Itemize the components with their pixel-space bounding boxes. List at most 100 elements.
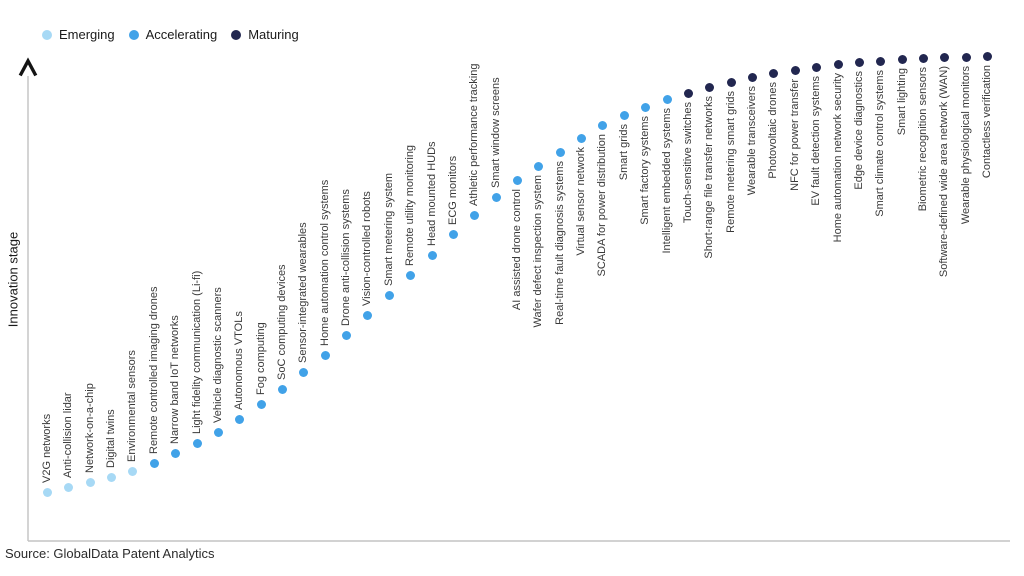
data-point (533, 161, 543, 171)
data-point-label: Edge device diagnostics (852, 71, 865, 190)
data-point (833, 59, 843, 69)
legend-dot-icon (231, 29, 242, 40)
data-point-label: Smart metering system (382, 172, 395, 286)
data-point-label: Virtual sensor network (574, 147, 587, 256)
data-point (854, 57, 864, 67)
data-point (918, 53, 928, 63)
data-point-label: NFC for power transfer (788, 79, 801, 191)
data-point (85, 477, 95, 487)
data-point-label: Head mounted HUDs (425, 141, 438, 246)
y-axis-arrow-icon (18, 57, 38, 77)
data-point-label: SCADA for power distribution (595, 134, 608, 277)
data-point (768, 68, 778, 78)
data-point-label: Vehicle diagnostic scanners (211, 287, 224, 423)
legend-item-label: Emerging (59, 27, 115, 42)
data-point (747, 72, 757, 82)
data-point (790, 65, 800, 75)
data-point-label: SoC computing devices (275, 264, 288, 380)
data-point (597, 120, 607, 130)
data-point-label: V2G networks (40, 413, 53, 483)
data-point (277, 384, 287, 394)
legend-item-label: Accelerating (145, 27, 218, 42)
data-point-label: ECG monitors (446, 155, 459, 225)
data-point (683, 88, 693, 98)
data-point-label: Biometric recognition sensors (916, 67, 929, 212)
legend-dot-icon (42, 29, 52, 40)
data-point-label: Touch-sensitive switches (681, 102, 694, 224)
data-point (341, 330, 351, 340)
data-point (149, 458, 159, 468)
data-point (170, 448, 180, 458)
data-point (469, 210, 479, 220)
data-point (405, 270, 415, 280)
data-point (811, 62, 821, 72)
data-point-label: Fog computing (254, 322, 267, 395)
data-point (448, 229, 458, 239)
data-point (106, 472, 116, 482)
data-point (619, 110, 629, 120)
data-point-label: AI assisted drone control (510, 189, 523, 311)
data-point-label: Autonomous VTOLs (232, 311, 245, 410)
data-point-label: Wearable transceivers (745, 86, 758, 196)
data-point (961, 52, 971, 62)
data-point (384, 290, 394, 300)
data-point-label: Light fidelity communication (Li-fi) (190, 270, 203, 434)
data-point-label: Environmental sensors (125, 350, 138, 462)
data-point (427, 250, 437, 260)
data-point-label: Photovoltaic drones (766, 82, 779, 179)
legend-item-emerging: Emerging (42, 27, 115, 42)
data-point (127, 466, 137, 476)
data-point-label: Home automation network security (831, 73, 844, 243)
data-point (63, 482, 73, 492)
data-point-label: Intelligent embedded systems (660, 108, 673, 254)
data-point-label: Remote metering smart grids (724, 91, 737, 233)
data-point (704, 82, 714, 92)
data-point (192, 438, 202, 448)
data-point (640, 102, 650, 112)
data-point-label: Wearable physiological monitors (959, 66, 972, 225)
data-point-label: Smart climate control systems (873, 70, 886, 217)
legend-item-label: Maturing (248, 27, 299, 42)
data-point-label: Smart grids (617, 124, 630, 181)
data-point (491, 192, 501, 202)
source-note: Source: GlobalData Patent Analytics (5, 546, 215, 561)
legend-item-accelerating: Accelerating (128, 27, 218, 42)
data-point-label: Vision-controlled robots (360, 191, 373, 306)
data-point (512, 175, 522, 185)
legend: Emerging Accelerating Maturing (42, 27, 299, 42)
legend-dot-icon (128, 29, 139, 40)
data-point-label: Smart factory systems (638, 116, 651, 225)
data-point-label: Remote utility monitoring (403, 144, 416, 266)
legend-item-maturing: Maturing (231, 27, 299, 42)
data-point (726, 77, 736, 87)
data-point (576, 133, 586, 143)
data-point-label: Sensor-integrated wearables (296, 222, 309, 363)
data-point-label: Contactless verification (980, 65, 993, 179)
data-point-label: Smart lighting (895, 68, 908, 136)
data-point (234, 414, 244, 424)
data-point-label: Short-range file transfer networks (702, 96, 715, 259)
data-point (662, 94, 672, 104)
data-point (982, 51, 992, 61)
data-point-label: EV fault detection systems (809, 76, 822, 206)
data-point-label: Wafer defect inspection system (531, 175, 544, 328)
data-point (875, 56, 885, 66)
data-point-label: Network-on-a-chip (83, 383, 96, 473)
data-point-label: Smart window screens (489, 77, 502, 188)
data-point-label: Drone anti-collision systems (339, 189, 352, 326)
data-point (555, 147, 565, 157)
data-point-label: Remote controlled imaging drones (147, 286, 160, 454)
data-point (213, 427, 223, 437)
data-point (42, 487, 52, 497)
data-point-label: Home automation control systems (318, 179, 331, 346)
data-point-label: Software-defined wide area network (WAN) (937, 66, 950, 278)
data-point-label: Digital twins (104, 409, 117, 468)
data-point (256, 399, 266, 409)
data-point (320, 350, 330, 360)
data-point (362, 310, 372, 320)
data-point-label: Real-time fault diagnosis systems (553, 161, 566, 325)
data-point (897, 54, 907, 64)
